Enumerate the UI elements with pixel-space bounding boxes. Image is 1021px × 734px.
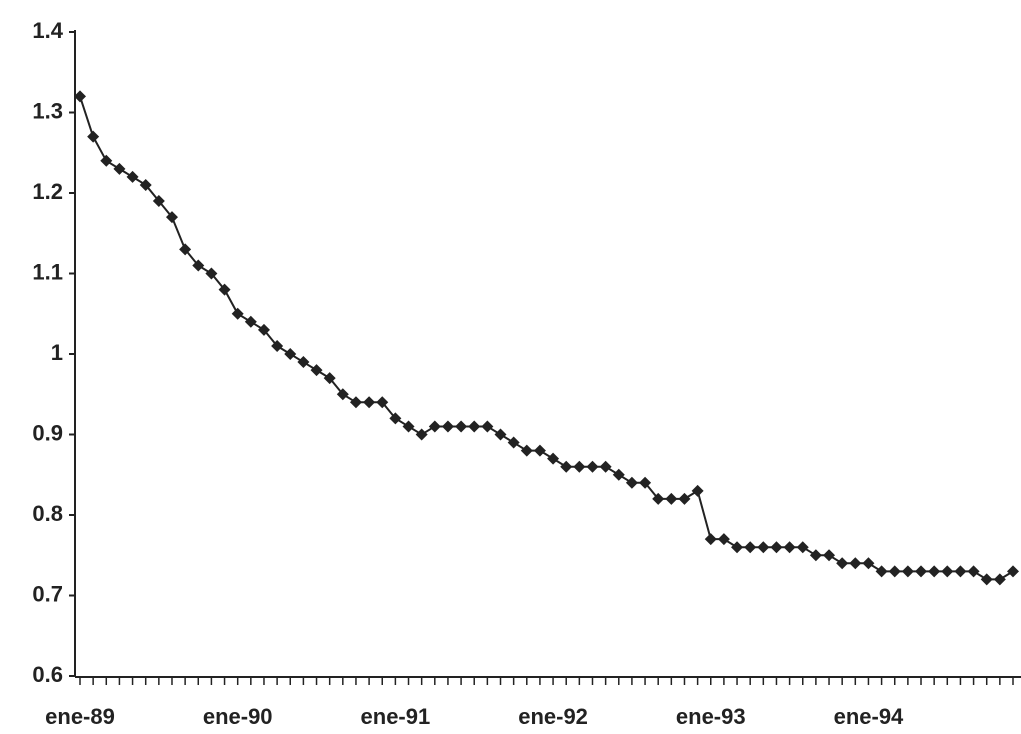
x-tick-label: ene-92	[518, 704, 588, 729]
data-marker	[231, 307, 244, 320]
data-marker	[875, 565, 888, 578]
data-marker	[954, 565, 967, 578]
data-marker	[980, 573, 993, 586]
data-marker	[415, 428, 428, 441]
data-marker	[376, 396, 389, 409]
data-marker	[717, 533, 730, 546]
x-tick-label: ene-91	[361, 704, 431, 729]
data-marker	[139, 178, 152, 191]
data-marker	[967, 565, 980, 578]
data-marker	[599, 460, 612, 473]
data-marker	[494, 428, 507, 441]
x-tick-label: ene-90	[203, 704, 273, 729]
y-tick-label: 0.7	[32, 581, 63, 606]
data-marker	[428, 420, 441, 433]
data-marker	[809, 549, 822, 562]
data-marker	[100, 154, 113, 167]
x-tick-label: ene-89	[45, 704, 115, 729]
data-marker	[783, 541, 796, 554]
data-marker	[731, 541, 744, 554]
data-marker	[165, 211, 178, 224]
y-tick-label: 1.1	[32, 259, 63, 284]
data-marker	[74, 90, 86, 103]
data-marker	[389, 412, 402, 425]
data-marker	[770, 541, 783, 554]
data-marker	[323, 372, 336, 385]
x-tick-label: ene-94	[834, 704, 904, 729]
data-marker	[586, 460, 599, 473]
data-marker	[297, 356, 310, 369]
y-tick-label: 0.8	[32, 501, 63, 526]
data-marker	[271, 339, 284, 352]
data-marker	[796, 541, 809, 554]
data-marker	[481, 420, 494, 433]
data-marker	[455, 420, 468, 433]
data-marker	[179, 243, 192, 256]
data-marker	[507, 436, 520, 449]
data-marker	[218, 283, 231, 296]
data-marker	[941, 565, 954, 578]
data-marker	[349, 396, 362, 409]
data-line	[79, 96, 1014, 581]
data-marker	[704, 533, 717, 546]
data-marker	[257, 323, 270, 336]
data-marker	[402, 420, 415, 433]
data-marker	[652, 492, 665, 505]
data-marker	[678, 492, 691, 505]
data-marker	[691, 484, 704, 497]
data-marker	[836, 557, 849, 570]
data-marker	[665, 492, 678, 505]
y-tick-label: 0.9	[32, 420, 63, 445]
data-marker	[901, 565, 914, 578]
data-marker	[888, 565, 901, 578]
data-marker	[993, 573, 1006, 586]
data-marker	[192, 259, 205, 272]
data-marker	[205, 267, 218, 280]
data-marker	[849, 557, 862, 570]
data-marker	[928, 565, 941, 578]
data-marker	[520, 444, 533, 457]
data-marker	[126, 170, 139, 183]
data-marker	[625, 476, 638, 489]
data-marker	[744, 541, 757, 554]
data-marker	[612, 468, 625, 481]
data-marker	[284, 348, 297, 360]
data-marker	[547, 452, 560, 465]
data-marker	[441, 420, 454, 433]
y-tick-label: 1.3	[32, 98, 63, 123]
data-marker	[244, 315, 257, 328]
data-marker	[468, 420, 481, 433]
data-marker	[533, 444, 546, 457]
x-tick-label: ene-93	[676, 704, 746, 729]
data-marker	[573, 460, 586, 473]
data-marker	[152, 195, 165, 208]
data-marker	[560, 460, 573, 473]
data-marker	[113, 162, 126, 175]
y-tick-label: 1.4	[32, 18, 63, 43]
data-marker	[862, 557, 875, 570]
data-marker	[639, 476, 652, 489]
data-marker	[1007, 565, 1019, 578]
data-marker	[915, 565, 928, 578]
data-marker	[310, 364, 323, 377]
y-tick-label: 0.6	[32, 662, 63, 687]
y-tick-label: 1.2	[32, 179, 63, 204]
data-marker	[823, 549, 836, 562]
data-marker	[336, 388, 349, 401]
y-tick-label: 1	[51, 340, 63, 365]
data-marker	[363, 396, 376, 409]
data-marker	[757, 541, 770, 554]
data-marker	[87, 130, 100, 143]
